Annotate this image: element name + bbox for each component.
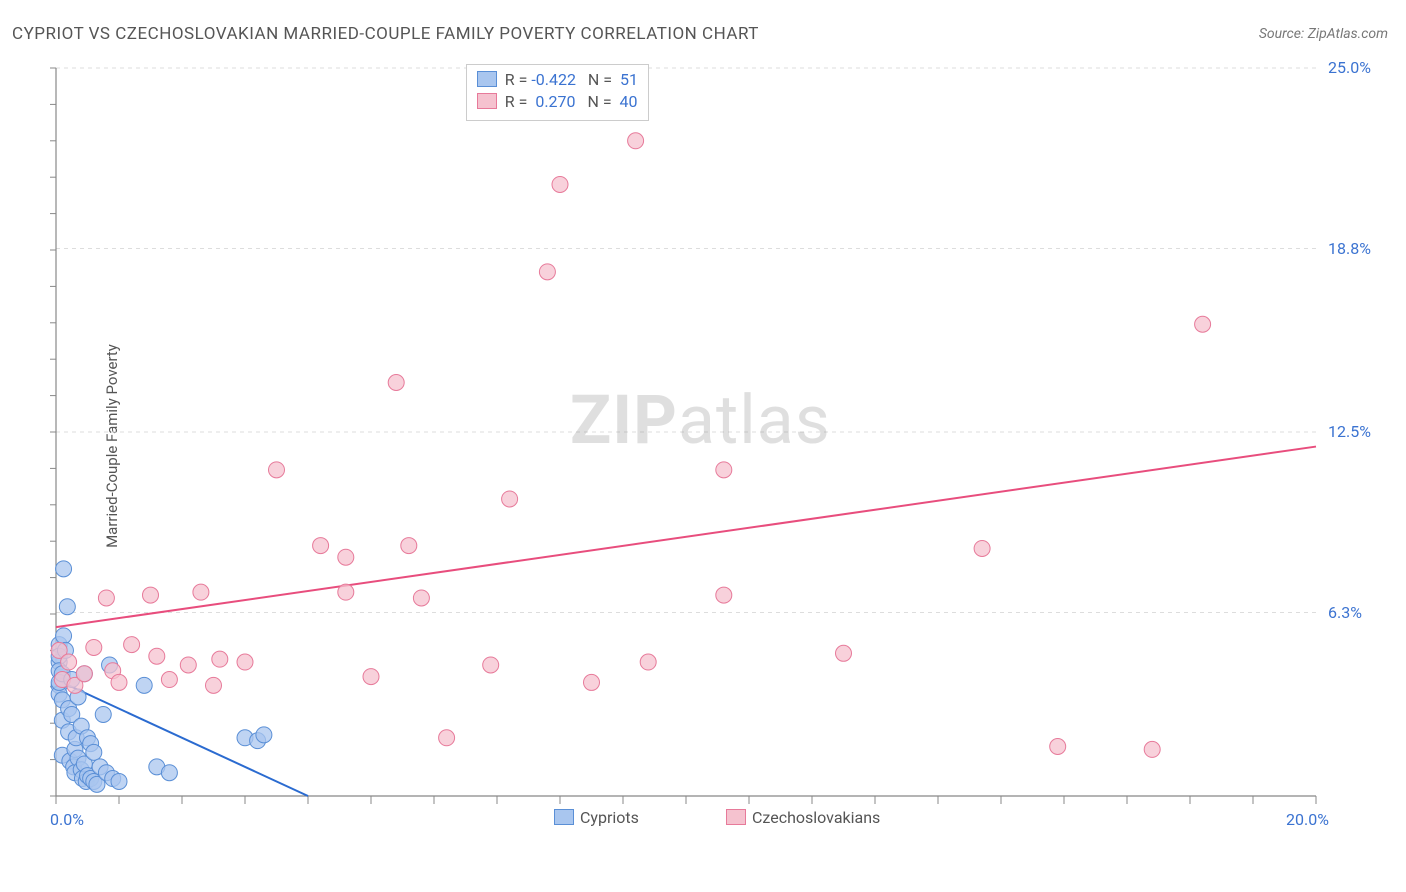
- axis-tick-label: 18.8%: [1328, 239, 1371, 258]
- axis-tick-label: 0.0%: [50, 810, 84, 829]
- chart-title: CYPRIOT VS CZECHOSLOVAKIAN MARRIED-COUPL…: [12, 24, 759, 44]
- legend-item: Cypriots: [554, 808, 639, 827]
- axis-tick-label: 6.3%: [1328, 603, 1362, 622]
- legend-label: Cypriots: [580, 808, 639, 827]
- axis-tick-label: 25.0%: [1328, 58, 1371, 77]
- axis-tick-label: 12.5%: [1328, 422, 1371, 441]
- legend-item: Czechoslovakians: [726, 808, 880, 827]
- axis-tick-label: 20.0%: [1286, 810, 1329, 829]
- stats-legend-box: R = -0.422 N = 51R = 0.270 N = 40: [466, 64, 649, 121]
- scatter-plot: [50, 62, 1388, 832]
- legend-label: Czechoslovakians: [752, 808, 880, 827]
- stats-row: R = -0.422 N = 51: [477, 69, 638, 91]
- source-label: Source: ZipAtlas.com: [1259, 26, 1388, 42]
- stats-row: R = 0.270 N = 40: [477, 91, 638, 113]
